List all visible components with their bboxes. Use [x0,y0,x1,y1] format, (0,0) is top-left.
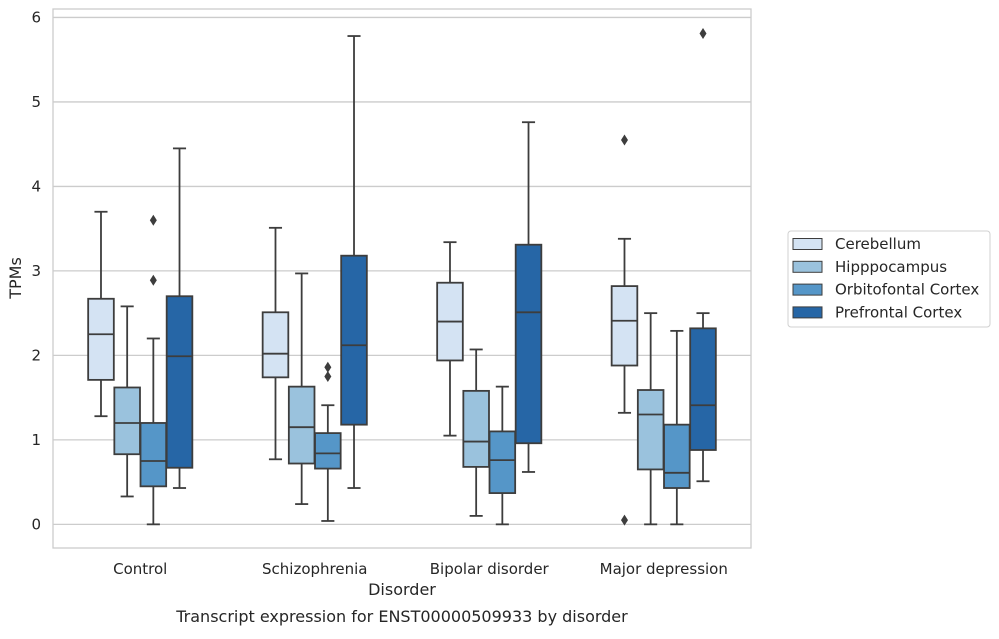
box-iqr [636,389,665,471]
y-tick-label: 3 [31,262,41,280]
box-iqr [689,327,717,451]
legend-label: Cerebellum [835,235,921,253]
legend-swatch [792,260,823,273]
box-hipppocampus [462,348,490,517]
legend-swatch [792,306,823,319]
legend-label: Prefrontal Cortex [835,303,962,321]
box-cerebellum [610,134,639,526]
outlier-point [620,134,628,146]
box-series [87,28,717,526]
y-axis-title: TPMs [6,257,25,300]
box-orbitofontal-cortex [488,385,517,526]
box-prefrontal-cortex [514,121,543,473]
y-tick-label: 5 [31,93,41,111]
box-prefrontal-cortex [165,147,194,489]
y-tick-labels: 0 1 2 3 4 5 6 [31,8,41,533]
box-iqr [314,432,342,470]
y-tick-label: 0 [31,515,41,533]
box-iqr [261,311,290,379]
x-tick-label: Bipolar disorder [430,560,550,578]
outlier-point [324,361,332,373]
y-tick-label: 2 [31,346,41,364]
box-iqr [165,295,194,469]
box-orbitofontal-cortex [314,361,342,522]
box-iqr [462,389,490,468]
box-iqr [663,423,691,489]
legend: Cerebellum Hipppocampus Orbitofontal Corte… [787,230,991,328]
plot-frame [52,8,752,549]
legend-label: Hipppocampus [835,258,947,276]
box-cerebellum [87,210,115,418]
box-hipppocampus [636,312,665,526]
legend-label: Orbitofontal Cortex [835,281,979,299]
x-tick-label: Control [113,560,167,578]
box-prefrontal-cortex [340,35,368,489]
x-tick-label: Major depression [600,560,728,578]
box-hipppocampus [287,272,316,505]
box-orbitofontal-cortex [663,329,691,526]
box-iqr [610,285,639,367]
x-axis-title: Disorder [368,580,436,599]
outlier-point [149,214,157,226]
box-hipppocampus [113,305,141,498]
chart-title: Transcript expression for ENST0000050993… [175,607,628,626]
outlier-point [324,371,332,382]
y-tick-label: 6 [31,8,41,26]
box-iqr [340,254,368,426]
box-iqr [287,385,316,465]
legend-swatch [792,283,823,296]
legend-swatch [792,238,823,250]
box-iqr [113,386,141,456]
box-iqr [139,422,168,488]
box-prefrontal-cortex [689,28,717,483]
outlier-point [149,274,157,286]
box-iqr [514,243,543,445]
box-iqr [488,430,517,494]
outlier-point [620,514,628,526]
box-cerebellum [436,241,464,437]
x-tick-label: Schizophrenia [262,560,367,578]
y-tick-label: 4 [31,177,41,195]
box-cerebellum [261,226,290,461]
box-iqr [87,297,115,381]
y-tick-label: 1 [31,431,41,449]
x-tick-labels: Control Schizophrenia Bipolar disorder Majo… [113,560,728,578]
legend-frame [787,230,991,328]
outlier-point [699,28,707,39]
